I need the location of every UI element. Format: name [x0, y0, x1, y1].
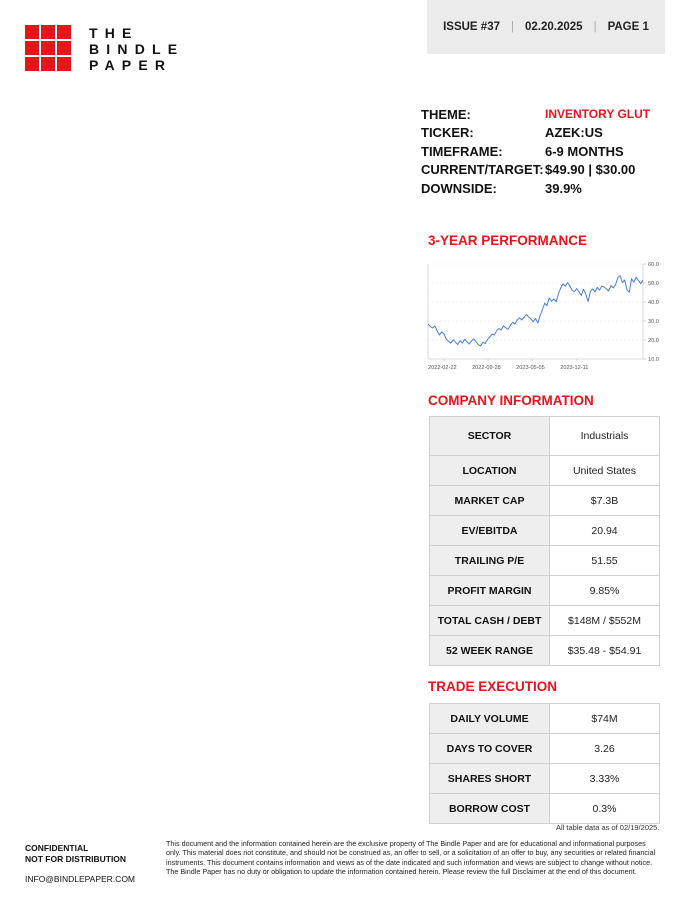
separator: |: [511, 21, 514, 33]
page-number: PAGE 1: [607, 21, 649, 33]
x-tick-label: 2023-12-11: [560, 365, 588, 371]
confidential-label: CONFIDENTIAL: [25, 843, 89, 853]
summary-value: INVENTORY GLUT: [545, 107, 651, 122]
table-data-note: All table data as of 02/19/2025.: [556, 823, 660, 832]
table-row: SHARES SHORT 3.33%: [429, 763, 660, 794]
x-tick-label: 2022-09-28: [472, 365, 501, 371]
table-row: EV/EBITDA 20.94: [429, 515, 660, 546]
summary-label: THEME:: [421, 106, 471, 122]
table-row: TRAILING P/E 51.55: [429, 545, 660, 576]
table-key: TOTAL CASH / DEBT: [429, 605, 550, 636]
table-value: $7.3B: [549, 485, 660, 516]
table-value: 51.55: [549, 545, 660, 576]
logo-line: THE: [89, 25, 139, 41]
summary-value: 6-9 MONTHS: [545, 143, 624, 159]
logo-grid-icon: [25, 25, 71, 71]
summary-value: 39.9%: [545, 180, 582, 196]
table-row: PROFIT MARGIN 9.85%: [429, 575, 660, 606]
performance-chart: 60.0 50.0 40.0 30.0 20.0 10.0 2022-02-22 2022-0…: [427, 262, 659, 371]
logo-wordmark: THE BINDLE PAPER: [89, 25, 184, 73]
table-value: Industrials: [549, 416, 660, 456]
issue-number: ISSUE #37: [443, 21, 500, 33]
table-key: DAYS TO COVER: [429, 733, 550, 764]
summary-value: AZEK:US: [545, 125, 603, 141]
summary-row-theme: THEME: INVENTORY GLUT: [421, 105, 671, 124]
logo-line: BINDLE: [89, 41, 185, 57]
summary-row-downside: DOWNSIDE: 39.9%: [421, 179, 671, 198]
table-key: PROFIT MARGIN: [429, 575, 550, 606]
table-key: EV/EBITDA: [429, 515, 550, 546]
distribution-label: NOT FOR DISTRIBUTION: [25, 854, 127, 864]
table-key: SECTOR: [429, 416, 550, 456]
table-value: 3.33%: [549, 763, 660, 794]
contact-email[interactable]: INFO@BINDLEPAPER.COM: [25, 874, 136, 884]
issue-bar: ISSUE #37 | 02.20.2025 | PAGE 1: [427, 0, 665, 54]
table-row: TOTAL CASH / DEBT $148M / $552M: [429, 605, 660, 636]
table-row: DAYS TO COVER 3.26: [429, 733, 660, 764]
trade-summary: THEME: INVENTORY GLUT TICKER: AZEK:US TI…: [421, 105, 671, 198]
y-tick-label: 40.0: [648, 300, 659, 306]
summary-label: TICKER:: [421, 125, 474, 141]
x-tick-label: 2022-02-22: [428, 365, 457, 371]
summary-label: CURRENT/TARGET:: [421, 162, 544, 178]
table-row: MARKET CAP $7.3B: [429, 485, 660, 516]
table-value: $74M: [549, 703, 660, 734]
table-key: LOCATION: [429, 455, 550, 486]
table-row: 52 WEEK RANGE $35.48 - $54.91: [429, 635, 660, 666]
summary-label: DOWNSIDE:: [421, 180, 497, 196]
summary-label: TIMEFRAME:: [421, 143, 503, 159]
logo-line: PAPER: [89, 57, 173, 73]
y-tick-label: 30.0: [648, 319, 659, 325]
table-value: $35.48 - $54.91: [549, 635, 660, 666]
table-key: DAILY VOLUME: [429, 703, 550, 734]
issue-date: 02.20.2025: [525, 21, 583, 33]
table-row: SECTOR Industrials: [429, 416, 660, 456]
confidential-notice: CONFIDENTIAL NOT FOR DISTRIBUTION: [25, 843, 126, 865]
summary-row-timeframe: TIMEFRAME: 6-9 MONTHS: [421, 142, 671, 161]
table-key: MARKET CAP: [429, 485, 550, 516]
table-value: $148M / $552M: [549, 605, 660, 636]
summary-row-current-target: CURRENT/TARGET: $49.90 | $30.00: [421, 161, 671, 180]
table-value: 9.85%: [549, 575, 660, 606]
table-key: BORROW COST: [429, 793, 550, 824]
table-key: TRAILING P/E: [429, 545, 550, 576]
brand-logo: THE BINDLE PAPER: [25, 25, 184, 73]
separator: |: [593, 21, 597, 33]
trade-execution-table: DAILY VOLUME $74M DAYS TO COVER 3.26 SHA…: [429, 703, 660, 824]
table-value: 0.3%: [549, 793, 660, 824]
table-row: DAILY VOLUME $74M: [429, 703, 660, 734]
disclaimer-text: This document and the information contai…: [166, 839, 656, 876]
summary-row-ticker: TICKER: AZEK:US: [421, 124, 671, 143]
y-tick-label: 20.0: [648, 338, 659, 344]
x-tick-label: 2023-05-05: [516, 365, 545, 371]
table-key: 52 WEEK RANGE: [429, 635, 550, 666]
performance-title: 3-YEAR PERFORMANCE: [428, 233, 588, 248]
y-tick-label: 60.0: [648, 262, 659, 268]
table-value: 20.94: [549, 515, 660, 546]
y-tick-label: 10.0: [648, 357, 659, 363]
y-tick-label: 50.0: [648, 281, 659, 287]
company-info-title: COMPANY INFORMATION: [428, 393, 594, 408]
table-value: United States: [549, 455, 660, 486]
table-value: 3.26: [549, 733, 660, 764]
table-row: BORROW COST 0.3%: [429, 793, 660, 824]
company-info-table: SECTOR Industrials LOCATION United State…: [429, 416, 660, 666]
trade-execution-title: TRADE EXECUTION: [428, 679, 558, 694]
series-line: [427, 275, 644, 347]
table-row: LOCATION United States: [429, 455, 660, 486]
table-key: SHARES SHORT: [429, 763, 550, 794]
summary-value: $49.90 | $30.00: [545, 162, 636, 178]
